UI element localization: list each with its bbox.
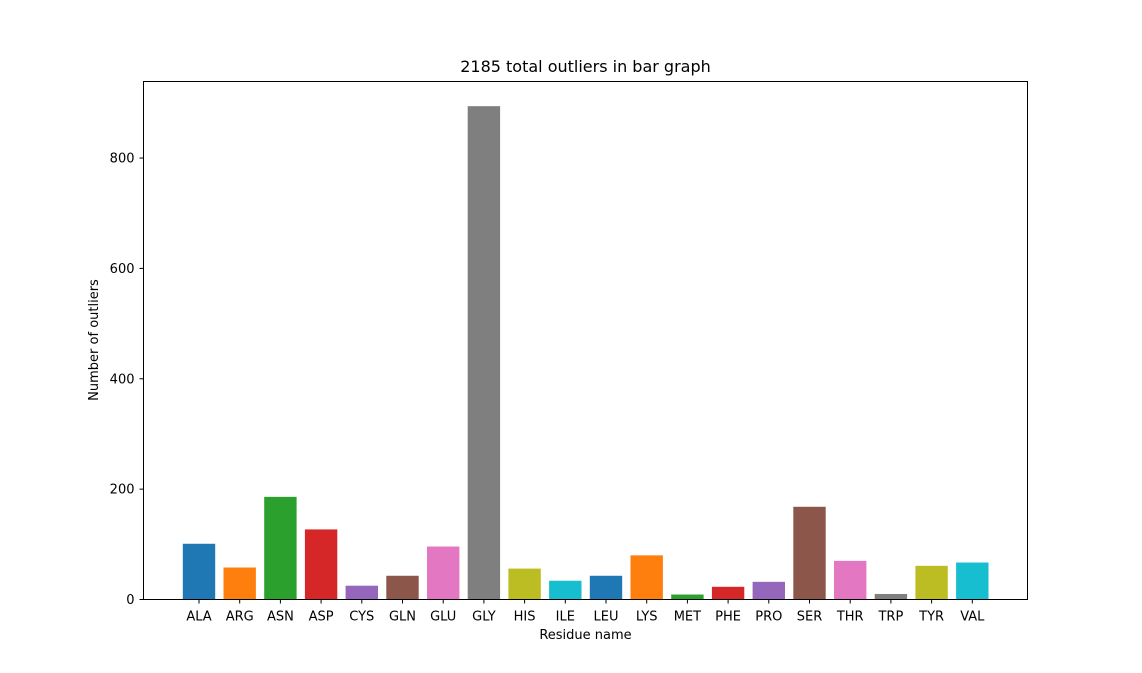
bar-gly [467, 106, 501, 600]
y-tick-label-0: 0 [126, 593, 134, 608]
bars-group [182, 106, 989, 600]
bar-gln [386, 575, 419, 600]
bar-arg [223, 567, 256, 600]
x-tick-label-thr: THR [836, 610, 864, 625]
bar-met [671, 594, 704, 600]
x-tick-label-his: HIS [514, 610, 536, 625]
bar-thr [834, 560, 867, 600]
bar-pro [752, 581, 785, 600]
bar-phe [711, 586, 745, 600]
x-tick-label-ala: ALA [186, 610, 211, 625]
x-tick-label-met: MET [674, 610, 701, 625]
bar-glu [427, 546, 460, 600]
x-tick-label-gln: GLN [389, 610, 416, 625]
y-tick-label-200: 200 [110, 483, 135, 498]
bar-his [508, 568, 541, 600]
x-tick-label-val: VAL [960, 610, 985, 625]
x-tick-label-pro: PRO [755, 610, 782, 625]
bar-val [956, 562, 989, 600]
bar-lys [630, 555, 663, 600]
x-tick-label-phe: PHE [715, 610, 741, 625]
x-tick-label-asn: ASN [267, 610, 294, 625]
x-tick-label-arg: ARG [226, 610, 254, 625]
x-tick-label-ser: SER [797, 610, 823, 625]
bar-ile [549, 580, 582, 600]
x-tick-label-trp: TRP [877, 610, 903, 625]
y-tick-label-600: 600 [110, 262, 135, 277]
x-tick-label-asp: ASP [309, 610, 334, 625]
bar-tyr [915, 565, 948, 600]
bar-cys [345, 585, 378, 600]
chart-title: 2185 total outliers in bar graph [460, 57, 711, 76]
bar-ser [793, 506, 826, 600]
x-axis-label: Residue name [539, 628, 631, 643]
bar-leu [589, 575, 623, 600]
bar-asp [304, 529, 338, 600]
x-tick-label-tyr: TYR [918, 610, 944, 625]
x-tick-label-lys: LYS [636, 610, 658, 625]
y-tick-label-400: 400 [110, 372, 135, 387]
y-axis-label: Number of outliers [87, 279, 102, 401]
x-tick-label-gly: GLY [472, 610, 496, 625]
bar-asn [264, 496, 297, 600]
bar-trp [874, 593, 908, 600]
x-tick-label-ile: ILE [556, 610, 575, 625]
x-tick-label-glu: GLU [430, 610, 456, 625]
plot-frame [143, 81, 1028, 600]
bar-ala [182, 543, 216, 600]
x-tick-label-cys: CYS [349, 610, 374, 625]
y-axis-ticks: 0 200 400 600 800 [110, 152, 144, 608]
x-tick-label-leu: LEU [594, 610, 619, 625]
y-tick-label-800: 800 [110, 152, 135, 167]
x-axis-ticks: ALA ARG ASN ASP CYS GLN GLU GLY HIS ILE LEU LYS MET P… [186, 599, 985, 625]
